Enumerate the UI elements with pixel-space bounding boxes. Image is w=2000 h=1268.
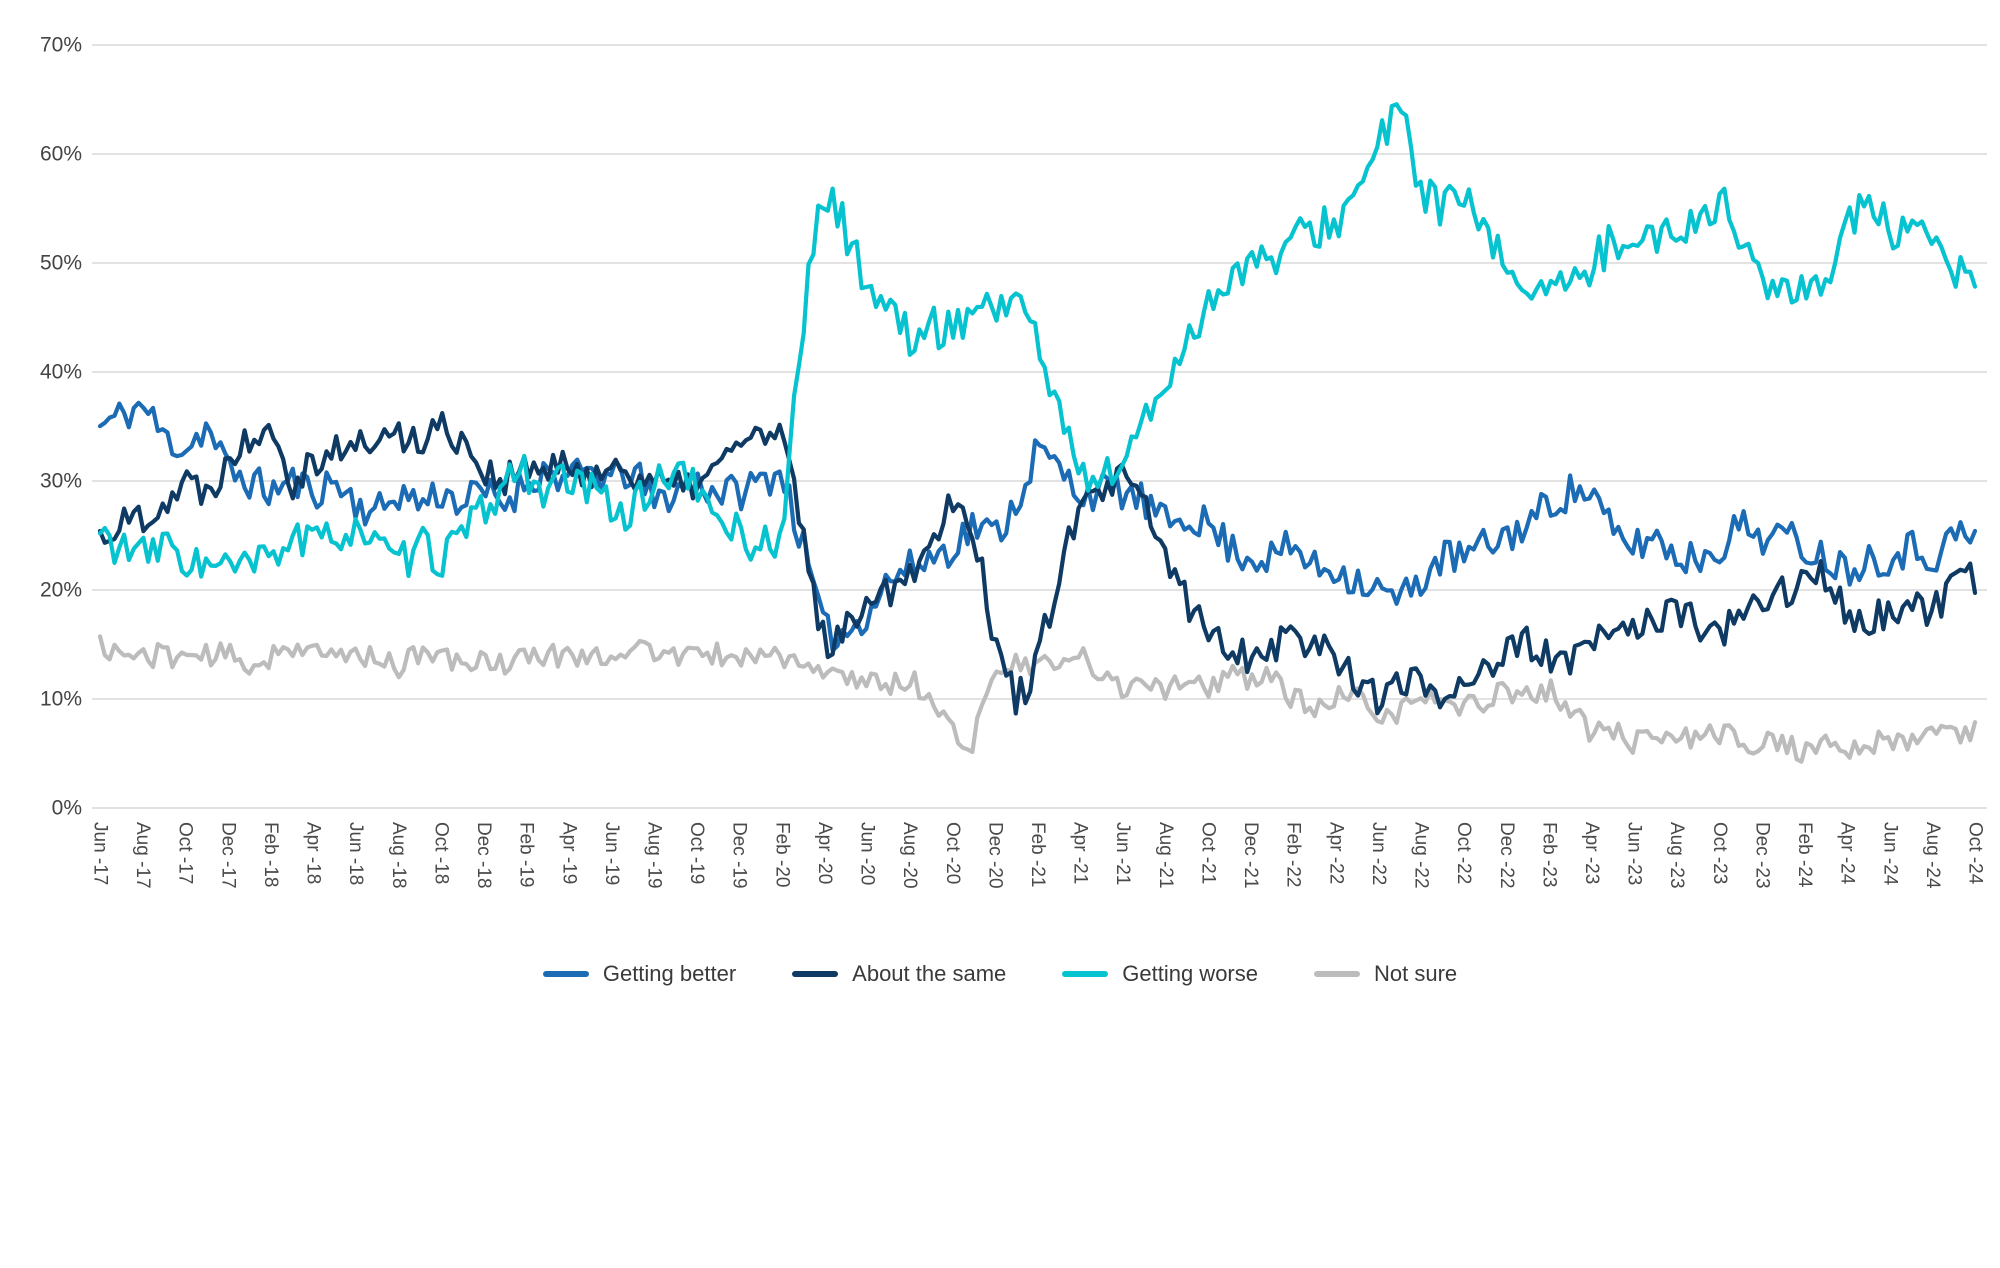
x-axis-label-Dec-21: Dec -21: [1240, 822, 1261, 889]
x-axis-label-Aug-18: Aug -18: [388, 822, 409, 889]
x-axis-label-Apr-19: Apr -19: [558, 822, 579, 884]
legend-swatch-getting-worse: [1062, 971, 1109, 977]
x-axis-label-Aug-24: Aug -24: [1922, 822, 1943, 889]
x-axis-label-Dec-20: Dec -20: [984, 822, 1005, 889]
series-line-not-sure: [97, 634, 1978, 764]
y-axis-label-10%: 10%: [40, 688, 82, 711]
x-axis-label-Feb-23: Feb -23: [1538, 822, 1559, 887]
x-axis-label-Oct-21: Oct -21: [1197, 822, 1218, 884]
x-axis-label-Oct-22: Oct -22: [1453, 822, 1474, 884]
x-axis-label-Apr-24: Apr -24: [1837, 822, 1858, 885]
x-axis-label-Aug-23: Aug -23: [1666, 822, 1687, 889]
x-axis-label-Dec-22: Dec -22: [1496, 822, 1517, 889]
x-axis-label-Dec-17: Dec -17: [217, 822, 238, 889]
x-axis-label-Apr-21: Apr -21: [1070, 822, 1091, 884]
x-axis-label-Jun-20: Jun -20: [857, 822, 878, 885]
x-axis-label-Jun-23: Jun -23: [1624, 822, 1645, 885]
x-axis-label-Feb-19: Feb -19: [516, 822, 537, 887]
x-axis-label-Apr-20: Apr -20: [814, 822, 835, 884]
series-line-getting-worse: [97, 102, 1978, 579]
x-axis-label-Feb-24: Feb -24: [1794, 822, 1815, 888]
legend-label-not-sure: Not sure: [1374, 961, 1458, 986]
legend-swatch-about-the-same: [792, 971, 839, 977]
y-axis-label-70%: 70%: [40, 34, 82, 57]
x-axis-label-Jun-22: Jun -22: [1368, 822, 1389, 885]
y-axis-label-30%: 30%: [40, 470, 82, 493]
legend-swatch-getting-better: [542, 971, 589, 977]
legend-label-getting-worse: Getting worse: [1122, 961, 1258, 986]
x-axis-label-Aug-20: Aug -20: [899, 822, 920, 889]
x-axis-label-Apr-23: Apr -23: [1581, 822, 1602, 884]
x-axis-label-Aug-19: Aug -19: [643, 822, 664, 889]
x-axis-label-Oct-19: Oct -19: [686, 822, 707, 884]
x-axis-label-Apr-22: Apr -22: [1325, 822, 1346, 884]
x-axis-label-Oct-20: Oct -20: [942, 822, 963, 884]
x-axis-label-Aug-21: Aug -21: [1155, 822, 1176, 889]
x-axis-label-Jun-17: Jun -17: [90, 822, 111, 885]
y-axis-label-40%: 40%: [40, 361, 82, 384]
series-line-getting-better: [97, 400, 1978, 653]
x-axis-label-Oct-17: Oct -17: [175, 822, 196, 884]
x-axis-label-Dec-19: Dec -19: [729, 822, 750, 889]
y-axis-label-20%: 20%: [40, 579, 82, 602]
legend-label-about-the-same: About the same: [852, 961, 1007, 986]
x-axis-label-Dec-18: Dec -18: [473, 822, 494, 889]
legend-item-not-sure[interactable]: Not sure: [1314, 961, 1457, 987]
legend-item-getting-better[interactable]: Getting better: [542, 961, 737, 987]
x-axis-label-Jun-21: Jun -21: [1112, 822, 1133, 885]
x-axis-label-Feb-20: Feb -20: [771, 822, 792, 887]
x-axis-label-Jun-18: Jun -18: [345, 822, 366, 885]
legend-item-about-the-same[interactable]: About the same: [792, 961, 1006, 987]
x-axis-label-Feb-22: Feb -22: [1283, 822, 1304, 887]
x-axis-label-Apr-18: Apr -18: [303, 822, 324, 884]
chart-legend: Getting better About the same Getting wo…: [0, 961, 2000, 987]
x-axis-label-Aug-17: Aug -17: [132, 822, 153, 889]
series-line-about-the-same: [97, 411, 1978, 716]
x-axis-label-Aug-22: Aug -22: [1411, 822, 1432, 889]
y-axis-label-60%: 60%: [40, 143, 82, 166]
x-axis-label-Dec-23: Dec -23: [1751, 822, 1772, 889]
legend-label-getting-better: Getting better: [602, 961, 737, 986]
x-axis-label-Oct-23: Oct -23: [1709, 822, 1730, 884]
legend-swatch-not-sure: [1314, 971, 1360, 977]
x-axis-label-Oct-24: Oct -24: [1965, 822, 1986, 885]
x-axis-label-Jun-24: Jun -24: [1879, 822, 1900, 886]
y-axis-label-50%: 50%: [40, 252, 82, 275]
x-axis-label-Feb-18: Feb -18: [260, 822, 281, 887]
y-axis-label-0%: 0%: [52, 797, 82, 820]
x-axis-label-Oct-18: Oct -18: [430, 822, 451, 884]
x-axis-label-Feb-21: Feb -21: [1027, 822, 1048, 887]
legend-item-getting-worse[interactable]: Getting worse: [1062, 961, 1258, 987]
x-axis-label-Jun-19: Jun -19: [601, 822, 622, 885]
line-chart-canvas: 0% 10% 20% 30% 40% 50% 60% 70% Jun -17 Aug -17 Oct…: [40, 34, 1987, 889]
